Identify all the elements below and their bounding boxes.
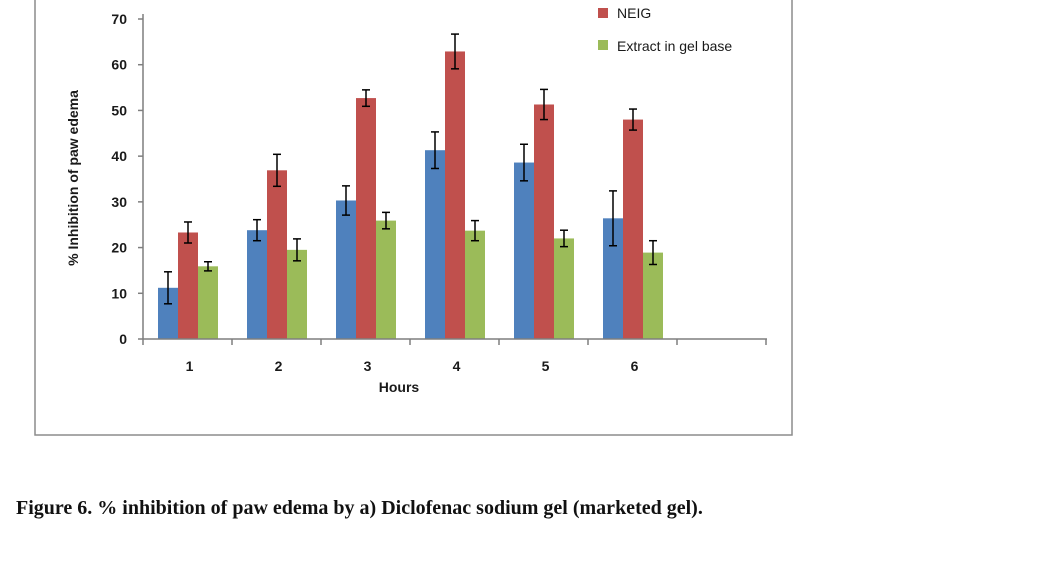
bar-extract — [643, 252, 663, 339]
bar-series-1 — [158, 287, 178, 339]
bar-neig — [178, 232, 198, 339]
bar-series-1 — [336, 200, 356, 339]
y-tick-label: 10 — [111, 285, 127, 301]
y-tick-label: 20 — [111, 240, 127, 256]
x-axis: 1 2 3 4 5 6 — [142, 338, 767, 374]
x-axis-label: Hours — [379, 379, 420, 395]
x-tick-label: 4 — [453, 358, 461, 374]
x-tick-label: 6 — [631, 358, 639, 374]
y-tick-label: 0 — [119, 331, 127, 347]
x-tick-label: 2 — [275, 358, 283, 374]
bar-neig — [534, 104, 554, 339]
bar-extract — [287, 249, 307, 339]
y-axis: 0 10 20 30 40 50 60 70 — [111, 11, 144, 347]
y-axis-label: % Inhibition of paw edema — [65, 90, 81, 266]
bar-neig — [445, 51, 465, 339]
bar-series-1 — [514, 162, 534, 339]
x-tick-label: 1 — [186, 358, 194, 374]
bar-neig — [267, 170, 287, 339]
bar-series-1 — [425, 150, 445, 339]
y-tick-label: 50 — [111, 102, 127, 118]
bar-neig — [356, 98, 376, 339]
bar-extract — [198, 266, 218, 339]
y-tick-label: 70 — [111, 11, 127, 27]
plot-area — [158, 33, 663, 339]
bar-extract — [376, 220, 396, 339]
y-tick-label: 30 — [111, 194, 127, 210]
bar-neig — [623, 119, 643, 339]
x-tick-label: 3 — [364, 358, 372, 374]
legend: NEIG Extract in gel base — [598, 5, 732, 54]
legend-swatch-neig — [598, 8, 608, 18]
bar-series-1 — [247, 230, 267, 339]
bar-series-1 — [603, 218, 623, 339]
bar-extract — [465, 230, 485, 339]
legend-swatch-extract — [598, 40, 608, 50]
figure-caption: Figure 6. % inhibition of paw edema by a… — [16, 497, 703, 519]
legend-label-extract: Extract in gel base — [617, 38, 732, 54]
chart-frame — [34, 0, 793, 436]
x-tick-label: 5 — [542, 358, 550, 374]
y-tick-label: 40 — [111, 148, 127, 164]
legend-label-neig: NEIG — [617, 5, 651, 21]
bar-extract — [554, 238, 574, 339]
y-tick-label: 60 — [111, 57, 127, 73]
